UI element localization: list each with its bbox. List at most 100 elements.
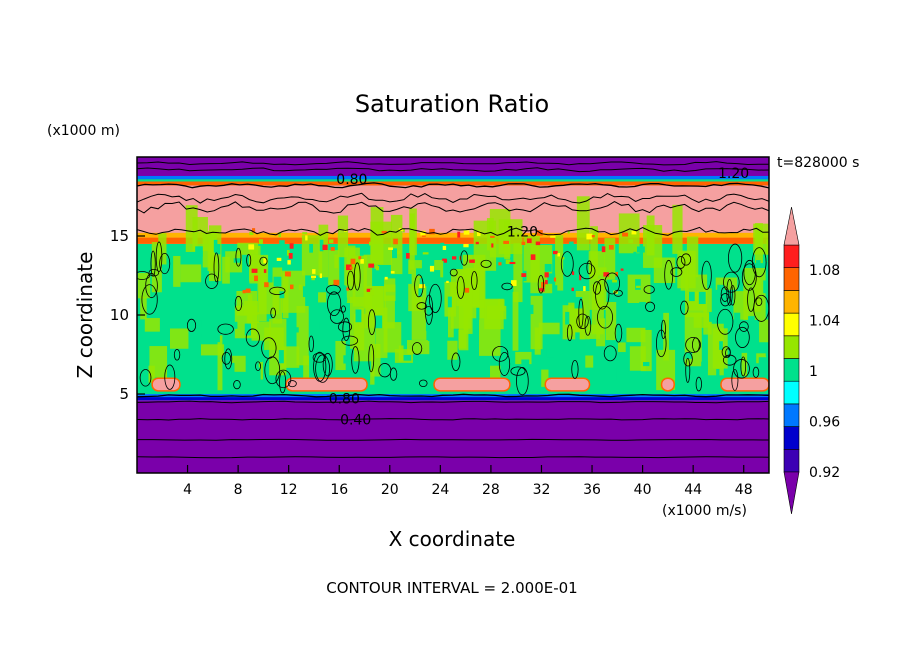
- speckle-cell: [433, 313, 441, 322]
- contour-loop: [150, 250, 156, 277]
- contour-line: [137, 418, 769, 421]
- speckle-cell: [388, 247, 393, 250]
- speckle-cell: [622, 232, 629, 237]
- plume-cell: [513, 243, 523, 303]
- speckle-cell: [594, 230, 599, 234]
- speckle-cell: [552, 285, 558, 292]
- y-tick-label: 10: [110, 306, 129, 324]
- speckle-cell: [698, 291, 706, 305]
- contour-loop: [747, 287, 755, 312]
- data-layer: [137, 400, 769, 473]
- contour-loop: [233, 380, 241, 390]
- speckle-cell: [284, 271, 290, 277]
- plume-cell: [202, 233, 215, 268]
- plume-cell: [703, 288, 712, 335]
- speckle-cell: [312, 269, 316, 274]
- contour-loop: [670, 267, 683, 277]
- contour-loop: [137, 271, 151, 280]
- plume-cell: [626, 327, 646, 343]
- speckle-cell: [491, 243, 494, 248]
- contour-loop: [259, 256, 268, 266]
- contour-loop: [720, 293, 731, 307]
- plume-cell: [370, 207, 384, 265]
- speckle-cell: [311, 277, 315, 281]
- plume-cell: [390, 214, 403, 275]
- plume-cell: [458, 300, 469, 351]
- speckle-cell: [429, 228, 435, 235]
- plume-cell: [318, 224, 329, 278]
- contour-loop: [275, 369, 292, 389]
- speckle-cell: [425, 316, 432, 331]
- speckle-cell: [544, 272, 549, 278]
- speckle-cell: [298, 284, 302, 290]
- plume-cell: [144, 318, 160, 332]
- speckle-cell: [526, 238, 532, 244]
- contour-loop: [246, 254, 252, 267]
- speckle-cell: [195, 246, 203, 257]
- speckle-cell: [233, 321, 238, 329]
- contour-loop: [424, 306, 433, 316]
- plume-cell: [173, 255, 181, 287]
- speckle-cell: [355, 309, 362, 323]
- speckle-cell: [738, 326, 746, 339]
- y-tick-label: 15: [110, 227, 129, 245]
- contour-loop: [186, 318, 197, 332]
- speckle-cell: [419, 277, 426, 288]
- y-unit-label: (x1000 m): [47, 123, 120, 139]
- plume-cell: [383, 284, 396, 301]
- speckle-cell: [457, 231, 461, 238]
- speckle-cell: [416, 268, 423, 276]
- speckle-cell: [263, 258, 267, 264]
- speckle-cell: [276, 257, 282, 261]
- supersaturated-blob: [285, 377, 368, 392]
- colorbar-segment: [783, 380, 800, 405]
- speckle-cell: [509, 261, 516, 265]
- contour-loop: [221, 351, 232, 365]
- speckle-cell: [192, 319, 200, 329]
- colorbar-tick-label: 1.04: [809, 314, 840, 330]
- contour-loop: [680, 253, 692, 266]
- speckle-cell: [397, 250, 401, 255]
- contour-loop: [716, 308, 734, 335]
- contour-loop: [741, 263, 757, 291]
- contour-loop: [566, 324, 573, 342]
- transition-strip: [137, 232, 769, 238]
- contour-loop: [726, 278, 733, 306]
- speckle-cell: [427, 327, 436, 342]
- speckle-cell: [319, 273, 322, 279]
- speckle-cell: [572, 271, 575, 275]
- contour-loop: [245, 328, 260, 347]
- speckle-cell: [305, 235, 308, 241]
- plume-cell: [618, 213, 640, 254]
- speckle-cell: [278, 350, 284, 364]
- contour-loop: [613, 289, 623, 297]
- speckle-cell: [505, 259, 511, 265]
- speckle-cell: [552, 250, 558, 255]
- contour-loop: [205, 273, 219, 289]
- speckle-cell: [368, 263, 375, 268]
- speckle-cell: [558, 293, 565, 303]
- x-tick-label: 20: [381, 482, 399, 498]
- y-axis-ticks: 5 10 15: [110, 227, 145, 403]
- contour-loop: [685, 336, 701, 353]
- speckle-cell: [469, 259, 475, 263]
- plume-cell: [741, 352, 748, 377]
- contour-loop: [351, 346, 360, 374]
- speckle-cell: [174, 368, 178, 380]
- speckle-cell: [273, 276, 282, 287]
- contour-label: 0.80: [329, 392, 360, 408]
- speckle-cell: [264, 282, 269, 288]
- plume-cell: [282, 272, 289, 319]
- speckle-cell: [609, 367, 617, 381]
- plume-cell: [693, 312, 711, 328]
- colorbar-lower-extension: [783, 471, 800, 515]
- contour-loop: [159, 253, 171, 275]
- contour-interval-note: CONTOUR INTERVAL = 2.000E-01: [326, 579, 577, 597]
- speckle-cell: [521, 241, 526, 245]
- contour-loop: [571, 359, 579, 379]
- speckle-cell: [701, 361, 708, 372]
- contour-label: 0.80: [336, 172, 367, 188]
- speckle-cell: [490, 235, 495, 238]
- contour-loop: [739, 321, 749, 332]
